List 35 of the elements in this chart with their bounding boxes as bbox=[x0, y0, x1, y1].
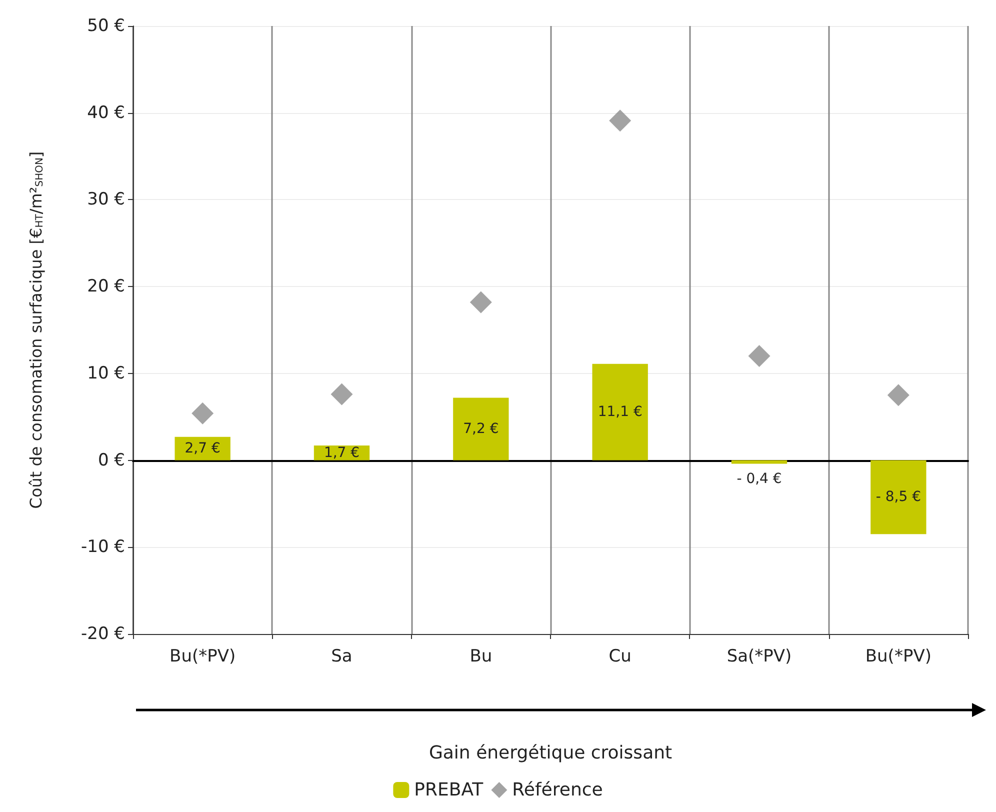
data-label: - 0,4 € bbox=[736, 470, 782, 487]
x-tick-label: Bu(*PV) bbox=[865, 646, 932, 666]
x-tick-label: Cu bbox=[608, 646, 632, 666]
point bbox=[609, 110, 632, 132]
x-tick-label: Bu bbox=[470, 646, 492, 666]
bar bbox=[870, 460, 926, 534]
point bbox=[470, 291, 492, 314]
bar bbox=[453, 398, 509, 460]
x-tick-label: Bu(*PV) bbox=[170, 646, 236, 666]
bar bbox=[174, 436, 230, 460]
y-tick-label: 50 € bbox=[87, 16, 125, 36]
point bbox=[192, 402, 214, 424]
y-tick-label: -10 € bbox=[81, 537, 125, 558]
data-label: - 8,5 € bbox=[876, 489, 921, 506]
y-tick-label: -20 € bbox=[81, 624, 125, 644]
legend-label: PREBAT bbox=[414, 780, 484, 800]
point bbox=[748, 345, 770, 368]
data-label: 7,2 € bbox=[463, 421, 499, 438]
point bbox=[887, 384, 910, 406]
y-tick-label: 40 € bbox=[87, 102, 125, 123]
data-label: 11,1 € bbox=[598, 404, 642, 420]
x-tick-label: Sa bbox=[331, 646, 352, 666]
x-tick-label: Sa(*PV) bbox=[726, 646, 792, 666]
x-axis-title: Gain énergétique croissant bbox=[428, 742, 672, 764]
y-axis-title: Coût de consomation surfacique [€HT/m²SHON] bbox=[26, 151, 46, 509]
bar bbox=[731, 460, 788, 464]
y-tick-label: 0 € bbox=[98, 450, 125, 470]
bar bbox=[592, 364, 648, 460]
data-label: 1,7 € bbox=[324, 444, 360, 461]
data-label: 2,7 € bbox=[184, 440, 220, 457]
y-tick-label: 20 € bbox=[87, 276, 125, 297]
y-tick-label: 10 € bbox=[87, 363, 125, 384]
y-tick-label: 30 € bbox=[87, 190, 125, 210]
legend-label: Référence bbox=[512, 780, 603, 800]
point bbox=[330, 383, 353, 406]
